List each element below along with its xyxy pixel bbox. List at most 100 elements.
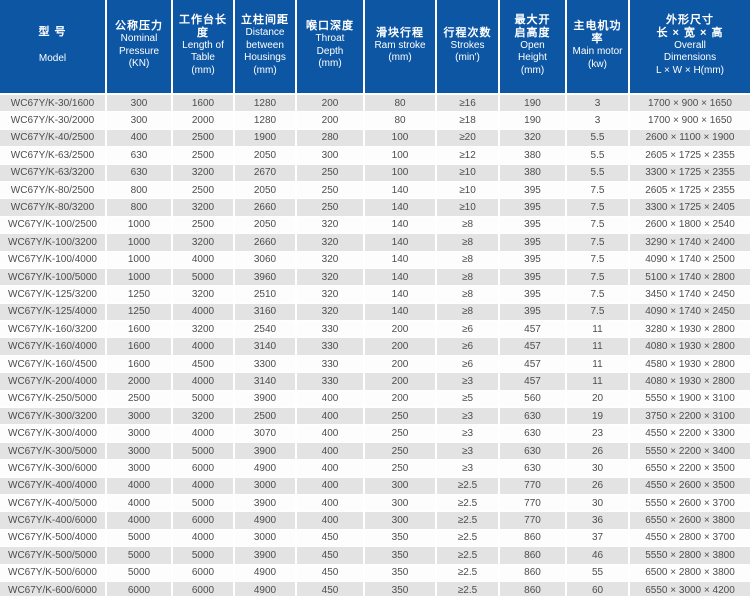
header-en-line: (KN): [128, 58, 150, 70]
value-cell: 3000: [107, 425, 173, 443]
header-row: 型 号 Model 公称压力 Nominal Pressure (KN) 工作台长度 Leng…: [0, 0, 750, 95]
table-row: WC67Y/K-63/3200 630 3200 2670 250 100 ≥10 380 5.…: [0, 164, 750, 182]
value-cell: 860: [500, 564, 567, 582]
value-cell: ≥10: [437, 181, 500, 200]
table-row: WC67Y/K-160/4000 1600 4000 3140 330 200 ≥6 457 1…: [0, 338, 750, 356]
table-row: WC67Y/K-30/1600 300 1600 1280 200 80 ≥16 190 3 17…: [0, 95, 750, 113]
value-cell: 350: [365, 547, 437, 565]
value-cell: 1600: [107, 355, 173, 374]
value-cell: 4000: [107, 477, 173, 495]
value-cell: ≥12: [437, 147, 500, 165]
value-cell: 3900: [235, 494, 297, 513]
value-cell: 3160: [235, 303, 297, 322]
value-cell: 395: [500, 199, 567, 217]
value-cell: 200: [365, 390, 437, 409]
value-cell: 4000: [173, 251, 235, 269]
table-row: WC67Y/K-125/4000 1250 4000 3160 320 140 ≥8 395 7…: [0, 303, 750, 322]
value-cell: 5100 × 1740 × 2800: [630, 268, 750, 287]
table-row: WC67Y/K-300/5000 3000 5000 3900 400 250 ≥3 630 2…: [0, 442, 750, 461]
value-cell: ≥3: [437, 425, 500, 443]
table-row: WC67Y/K-40/2500 400 2500 1900 280 100 ≥20 320 5.…: [0, 129, 750, 148]
value-cell: 200: [365, 321, 437, 339]
value-cell: ≥6: [437, 355, 500, 374]
value-cell: ≥20: [437, 129, 500, 148]
value-cell: 5.5: [567, 129, 630, 148]
header-cell-model: 型 号 Model: [0, 0, 107, 95]
value-cell: 3200: [173, 408, 235, 426]
table-row: WC67Y/K-100/5000 1000 5000 3960 320 140 ≥8 395 7…: [0, 268, 750, 287]
value-cell: 400: [107, 129, 173, 148]
value-cell: 4500: [173, 355, 235, 374]
value-cell: 1600: [107, 321, 173, 339]
value-cell: 7.5: [567, 286, 630, 304]
value-cell: 3200: [173, 321, 235, 339]
header-zh-line: 行程次数: [443, 26, 492, 39]
header-zh-line: 最大开: [514, 13, 551, 26]
value-cell: 4900: [235, 564, 297, 582]
value-cell: 6550 × 2600 × 3800: [630, 512, 750, 530]
value-cell: 4000: [173, 373, 235, 391]
value-cell: 630: [500, 408, 567, 426]
value-cell: 450: [297, 547, 365, 565]
model-cell: WC67Y/K-160/4500: [0, 355, 107, 374]
table-row: WC67Y/K-30/2000 300 2000 1280 200 80 ≥18 190 3 17…: [0, 112, 750, 130]
value-cell: 400: [297, 460, 365, 478]
value-cell: ≥3: [437, 460, 500, 478]
value-cell: 330: [297, 338, 365, 356]
header-en-line: Nominal: [120, 33, 158, 45]
value-cell: 400: [297, 512, 365, 530]
value-cell: 23: [567, 425, 630, 443]
value-cell: 320: [297, 251, 365, 269]
value-cell: 5000: [173, 547, 235, 565]
header-en-line: (mm): [520, 64, 545, 76]
value-cell: 140: [365, 181, 437, 200]
header-en-line: Pressure: [118, 45, 159, 57]
table-row: WC67Y/K-300/3200 3000 3200 2500 400 250 ≥3 630 1…: [0, 408, 750, 426]
header-cell: 工作台长度 Length of Table (mm): [173, 0, 235, 95]
value-cell: 2500: [173, 147, 235, 165]
value-cell: 4090 × 1740 × 2500: [630, 251, 750, 269]
header-zh-line: 启高度: [514, 26, 551, 39]
value-cell: 250: [365, 442, 437, 461]
value-cell: 320: [297, 268, 365, 287]
value-cell: 20: [567, 390, 630, 409]
value-cell: 19: [567, 408, 630, 426]
value-cell: 250: [297, 181, 365, 200]
value-cell: 3290 × 1740 × 2400: [630, 234, 750, 252]
value-cell: 770: [500, 477, 567, 495]
table-row: WC67Y/K-400/5000 4000 5000 3900 400 300 ≥2.5 77…: [0, 494, 750, 513]
value-cell: ≥2.5: [437, 477, 500, 495]
value-cell: 140: [365, 251, 437, 269]
value-cell: 800: [107, 181, 173, 200]
value-cell: 1700 × 900 × 1650: [630, 112, 750, 130]
value-cell: 1280: [235, 95, 297, 113]
header-en-line: (mm): [318, 58, 342, 70]
header-zh-line: 立柱间距: [241, 14, 289, 26]
header-en-line: Strokes: [450, 39, 485, 51]
header-zh-line: 公称压力: [115, 20, 163, 33]
value-cell: 3200: [173, 164, 235, 182]
table-header: 型 号 Model 公称压力 Nominal Pressure (KN) 工作台长度 Leng…: [0, 0, 750, 95]
value-cell: 6000: [173, 460, 235, 478]
model-cell: WC67Y/K-250/5000: [0, 390, 107, 409]
value-cell: ≥18: [437, 112, 500, 130]
header-en-line: Overall: [674, 39, 706, 51]
header-cell: 滑块行程 Ram stroke (mm): [365, 0, 437, 95]
model-cell: WC67Y/K-80/2500: [0, 181, 107, 200]
value-cell: 250: [297, 164, 365, 182]
value-cell: 860: [500, 581, 567, 596]
header-en-line: Dimensions: [663, 52, 717, 64]
value-cell: 3200: [173, 286, 235, 304]
value-cell: 300: [297, 147, 365, 165]
model-cell: WC67Y/K-300/3200: [0, 408, 107, 426]
value-cell: 200: [365, 338, 437, 356]
model-cell: WC67Y/K-100/2500: [0, 216, 107, 235]
value-cell: 3: [567, 112, 630, 130]
value-cell: 450: [297, 581, 365, 596]
value-cell: 395: [500, 216, 567, 235]
value-cell: 3000: [107, 408, 173, 426]
value-cell: 3000: [107, 460, 173, 478]
value-cell: 5.5: [567, 164, 630, 182]
table-row: WC67Y/K-100/4000 1000 4000 3060 320 140 ≥8 395 7…: [0, 251, 750, 269]
